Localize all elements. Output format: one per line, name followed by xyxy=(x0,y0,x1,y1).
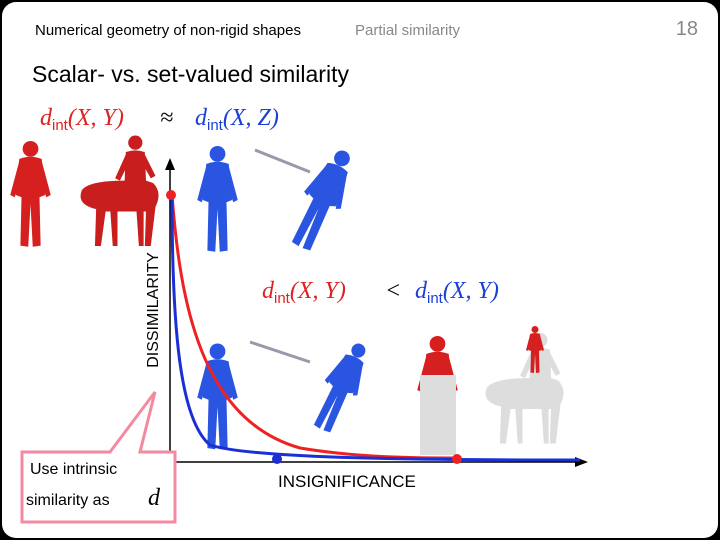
x-axis-label: INSIGNIFICANCE xyxy=(278,472,416,491)
y-axis-label: DISSIMILARITY xyxy=(145,252,162,368)
spear xyxy=(249,340,311,364)
plot: DISSIMILARITY INSIGNIFICANCE xyxy=(145,158,588,491)
point xyxy=(452,454,462,464)
math: (X, Y) xyxy=(68,105,124,131)
slide-title: Scalar- vs. set-valued similarity xyxy=(32,61,349,87)
blue-curve xyxy=(170,194,581,462)
math: d xyxy=(415,278,428,304)
math: (X, Y) xyxy=(443,278,499,304)
arrow xyxy=(165,158,175,170)
svg-text:dint(X, Y): dint(X, Y) xyxy=(262,278,346,307)
formula-top: dint(X, Y) ≈ dint(X, Z) xyxy=(40,105,279,134)
spear xyxy=(254,148,311,174)
formula-middle: dint(X, Y) < dint(X, Y) xyxy=(262,278,499,307)
math-operator: < xyxy=(385,278,401,304)
math: (X, Z) xyxy=(223,105,279,131)
svg-text:dint(X, Z): dint(X, Z) xyxy=(195,105,279,134)
svg-text:dint(X, Y): dint(X, Y) xyxy=(40,105,124,134)
svg-text:dint(X, Y): dint(X, Y) xyxy=(415,278,499,307)
point xyxy=(166,190,176,200)
callout: Use intrinsic similarity as d xyxy=(20,391,177,524)
section-title: Partial similarity xyxy=(355,22,461,39)
math: int xyxy=(427,290,444,307)
course-title: Numerical geometry of non-rigid shapes xyxy=(35,22,301,39)
math: int xyxy=(52,117,69,134)
math: int xyxy=(274,290,291,307)
math: d xyxy=(40,105,53,131)
callout-text: Use intrinsic xyxy=(30,461,117,478)
callout-box xyxy=(20,391,177,524)
shapes xyxy=(10,135,564,455)
math: (X, Y) xyxy=(290,278,346,304)
math: d xyxy=(148,485,161,511)
math: d xyxy=(262,278,275,304)
math-operator: ≈ xyxy=(160,105,173,131)
callout-text: similarity as xyxy=(26,492,110,509)
shape-human-rest xyxy=(420,375,456,455)
point xyxy=(272,454,282,464)
page-number: 18 xyxy=(676,18,698,40)
math: d xyxy=(195,105,208,131)
math: int xyxy=(207,117,224,134)
